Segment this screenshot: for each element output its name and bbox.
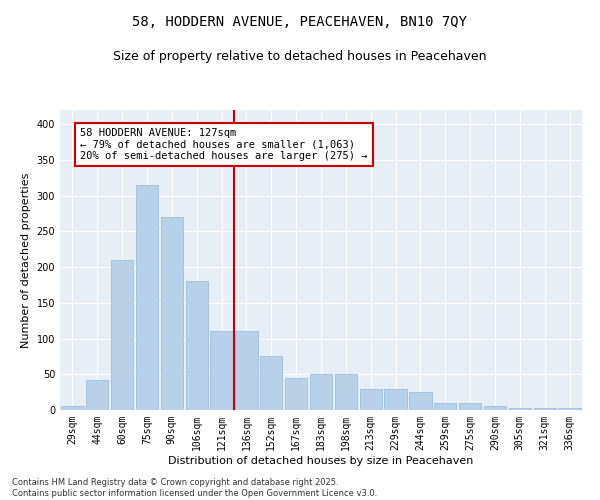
- Y-axis label: Number of detached properties: Number of detached properties: [21, 172, 31, 348]
- Bar: [235, 332, 257, 410]
- Bar: [409, 392, 431, 410]
- Bar: [484, 406, 506, 410]
- Bar: [211, 332, 233, 410]
- Bar: [385, 388, 407, 410]
- Bar: [161, 217, 183, 410]
- Text: 58, HODDERN AVENUE, PEACEHAVEN, BN10 7QY: 58, HODDERN AVENUE, PEACEHAVEN, BN10 7QY: [133, 15, 467, 29]
- Bar: [459, 403, 481, 410]
- Bar: [111, 260, 133, 410]
- Bar: [359, 388, 382, 410]
- Bar: [185, 282, 208, 410]
- Text: Contains HM Land Registry data © Crown copyright and database right 2025.
Contai: Contains HM Land Registry data © Crown c…: [12, 478, 377, 498]
- Bar: [559, 408, 581, 410]
- Text: Size of property relative to detached houses in Peacehaven: Size of property relative to detached ho…: [113, 50, 487, 63]
- Text: 58 HODDERN AVENUE: 127sqm
← 79% of detached houses are smaller (1,063)
20% of se: 58 HODDERN AVENUE: 127sqm ← 79% of detac…: [80, 128, 367, 161]
- Bar: [509, 408, 531, 410]
- Bar: [260, 356, 283, 410]
- X-axis label: Distribution of detached houses by size in Peacehaven: Distribution of detached houses by size …: [169, 456, 473, 466]
- Bar: [533, 408, 556, 410]
- Bar: [86, 380, 109, 410]
- Bar: [335, 374, 357, 410]
- Bar: [136, 185, 158, 410]
- Bar: [61, 406, 83, 410]
- Bar: [310, 374, 332, 410]
- Bar: [285, 378, 307, 410]
- Bar: [434, 403, 457, 410]
